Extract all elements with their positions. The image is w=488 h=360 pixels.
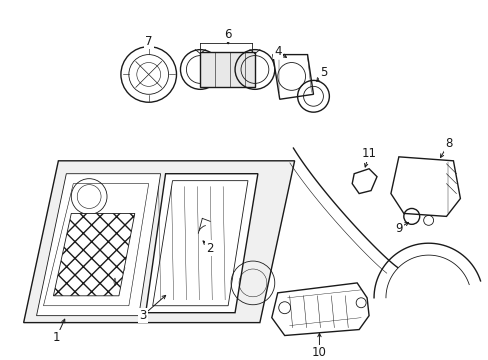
Polygon shape — [145, 174, 257, 313]
Text: 4: 4 — [273, 45, 281, 58]
Text: 10: 10 — [311, 346, 326, 359]
Polygon shape — [272, 55, 313, 99]
Text: 2: 2 — [206, 242, 214, 255]
Polygon shape — [200, 51, 254, 87]
Text: 6: 6 — [224, 28, 231, 41]
Text: 7: 7 — [144, 35, 152, 48]
Text: 5: 5 — [319, 66, 326, 79]
Polygon shape — [53, 213, 135, 296]
Polygon shape — [271, 283, 368, 336]
Text: 1: 1 — [53, 331, 60, 344]
Text: 11: 11 — [361, 147, 376, 160]
Text: 9: 9 — [394, 222, 402, 235]
Text: 3: 3 — [139, 309, 146, 322]
Polygon shape — [390, 157, 460, 216]
Polygon shape — [351, 169, 376, 194]
Polygon shape — [23, 161, 294, 323]
Polygon shape — [37, 174, 160, 316]
Text: 8: 8 — [444, 138, 451, 150]
